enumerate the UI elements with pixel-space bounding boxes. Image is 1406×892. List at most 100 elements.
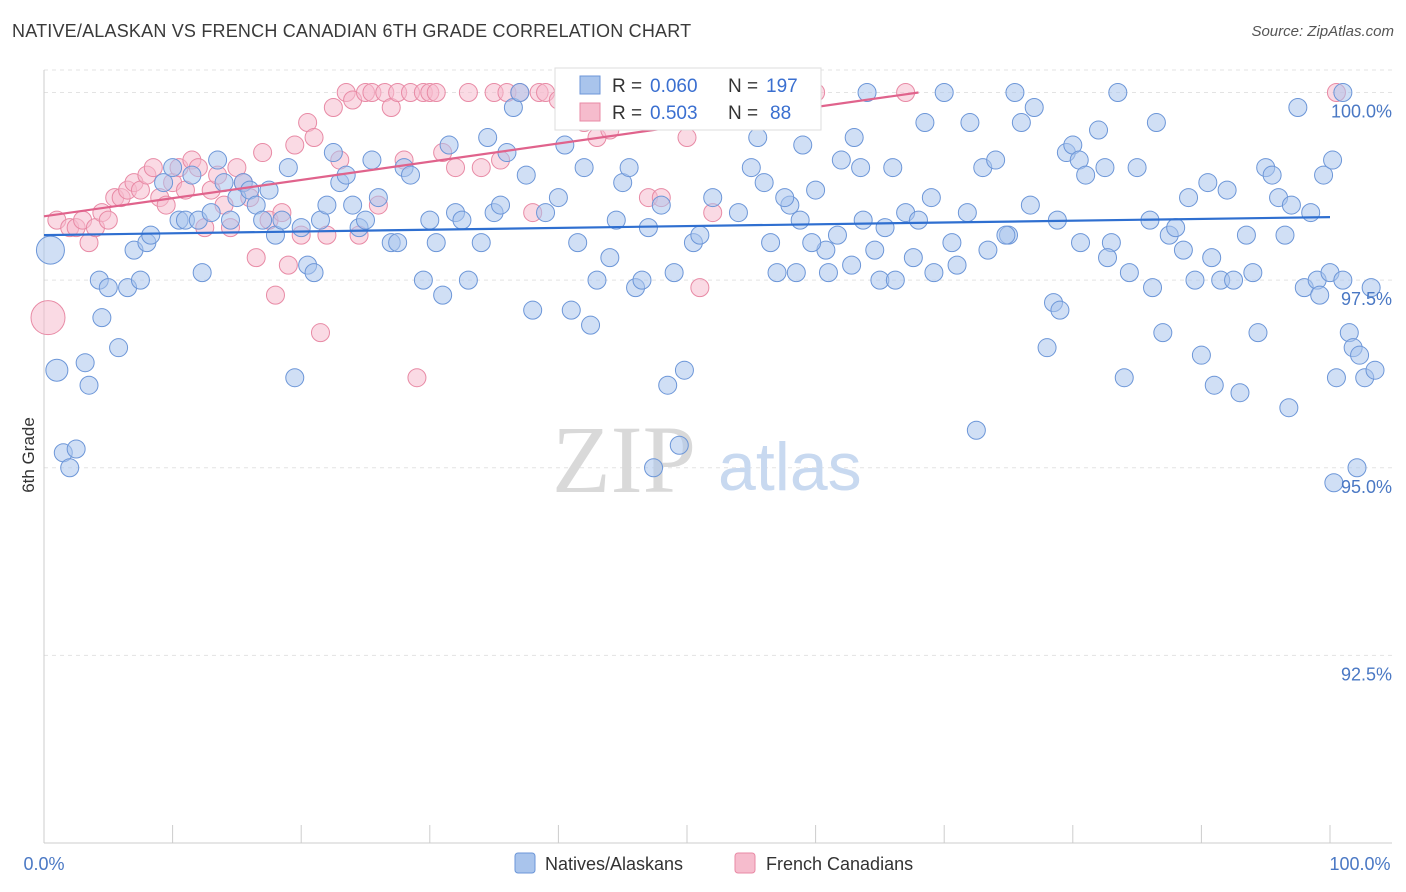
natives-point xyxy=(581,315,601,335)
series-legend: Natives/Alaskans French Canadians xyxy=(514,852,913,874)
natives-point xyxy=(523,300,543,320)
legend-n-label-2: N = xyxy=(728,103,758,124)
natives-point xyxy=(1324,473,1344,493)
natives-point xyxy=(1262,165,1282,185)
natives-point xyxy=(669,435,689,455)
natives-point xyxy=(1076,165,1096,185)
natives-point xyxy=(842,255,862,275)
french-point xyxy=(310,323,330,343)
natives-point xyxy=(182,165,202,185)
natives-point xyxy=(903,248,923,268)
natives-point xyxy=(1011,113,1031,133)
natives-point xyxy=(674,360,694,380)
natives-point xyxy=(1333,270,1353,290)
french-point xyxy=(143,158,163,178)
natives-point xyxy=(632,270,652,290)
natives-point xyxy=(651,195,671,215)
natives-point xyxy=(141,225,161,245)
bottom-legend-swatch-pink xyxy=(734,852,756,874)
natives-point xyxy=(1098,248,1118,268)
natives-point xyxy=(35,235,65,265)
natives-point xyxy=(413,270,433,290)
natives-point xyxy=(831,150,851,170)
natives-point xyxy=(1037,338,1057,358)
natives-point xyxy=(1301,203,1321,223)
natives-point xyxy=(1127,158,1147,178)
natives-point xyxy=(865,240,885,260)
natives-point xyxy=(154,173,174,193)
natives-point xyxy=(420,210,440,230)
watermark-atlas: atlas xyxy=(718,429,862,505)
natives-point xyxy=(1350,345,1370,365)
natives-point xyxy=(555,135,575,155)
natives-point xyxy=(690,225,710,245)
natives-point xyxy=(536,203,556,223)
french-point xyxy=(426,83,446,103)
natives-point xyxy=(703,188,723,208)
natives-point xyxy=(1281,195,1301,215)
natives-point xyxy=(775,188,795,208)
natives-point xyxy=(1166,218,1186,238)
source-label: Source: ZipAtlas.com xyxy=(1251,23,1394,40)
natives-point xyxy=(491,195,511,215)
axes xyxy=(43,70,1392,844)
natives-point xyxy=(439,135,459,155)
natives-point xyxy=(748,128,768,148)
natives-point xyxy=(921,188,941,208)
french-point xyxy=(98,210,118,230)
y-tick-label: 97.5% xyxy=(1341,289,1392,309)
natives-point xyxy=(1198,173,1218,193)
natives-point xyxy=(966,420,986,440)
natives-point xyxy=(1020,195,1040,215)
natives-point xyxy=(343,195,363,215)
natives-point xyxy=(741,158,761,178)
natives-point xyxy=(986,150,1006,170)
french-point xyxy=(246,248,266,268)
legend-r-value-2: 0.503 xyxy=(650,103,698,124)
natives-point xyxy=(1279,398,1299,418)
french-point xyxy=(304,128,324,148)
natives-point xyxy=(1108,83,1128,103)
natives-point xyxy=(1173,240,1193,260)
french-point xyxy=(323,98,343,118)
french-point xyxy=(677,128,697,148)
natives-point xyxy=(1236,225,1256,245)
natives-point xyxy=(1024,98,1044,118)
natives-point xyxy=(883,158,903,178)
natives-point xyxy=(587,270,607,290)
natives-point xyxy=(1275,225,1295,245)
natives-point xyxy=(368,188,388,208)
natives-point xyxy=(433,285,453,305)
legend-n-label-1: N = xyxy=(728,76,758,97)
bottom-legend-natives: Natives/Alaskans xyxy=(545,854,683,874)
natives-point xyxy=(401,165,421,185)
natives-point xyxy=(45,358,69,382)
natives-point xyxy=(924,263,944,283)
natives-point xyxy=(66,439,86,459)
natives-point xyxy=(458,270,478,290)
legend-r-label-1: R = xyxy=(612,76,642,97)
natives-point xyxy=(568,233,588,253)
legend-swatch-blue xyxy=(579,75,601,95)
natives-point xyxy=(786,263,806,283)
natives-point xyxy=(1179,188,1199,208)
natives-point xyxy=(285,368,305,388)
natives-point xyxy=(1217,180,1237,200)
bottom-legend-swatch-blue xyxy=(514,852,536,874)
natives-point xyxy=(1365,360,1385,380)
natives-point xyxy=(915,113,935,133)
natives-point xyxy=(885,270,905,290)
natives-point xyxy=(606,210,626,230)
natives-point xyxy=(1347,458,1367,478)
natives-point xyxy=(996,225,1016,245)
natives-point xyxy=(1143,278,1163,298)
y-axis-title: 6th Grade xyxy=(19,417,38,493)
natives-point xyxy=(619,158,639,178)
legend-n-value-2: 88 xyxy=(770,103,791,124)
natives-point xyxy=(818,263,838,283)
french-point xyxy=(446,158,466,178)
french-point xyxy=(471,158,491,178)
natives-point xyxy=(60,458,80,478)
natives-point xyxy=(1005,83,1025,103)
natives-point xyxy=(960,113,980,133)
